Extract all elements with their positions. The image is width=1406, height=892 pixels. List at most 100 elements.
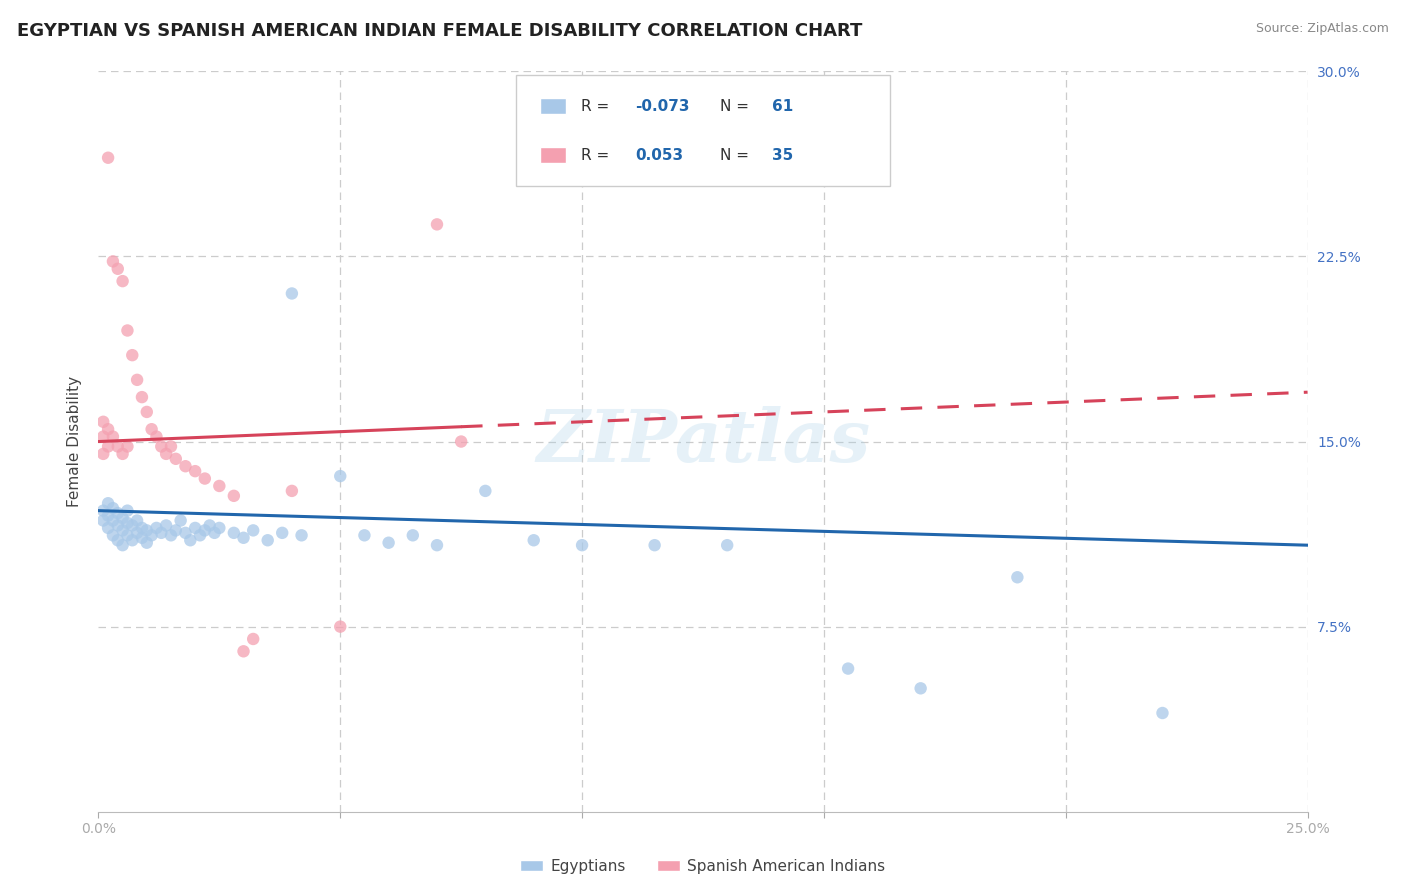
Point bbox=[242, 632, 264, 646]
Point bbox=[91, 503, 114, 517]
Point bbox=[329, 619, 352, 633]
Point bbox=[97, 440, 120, 454]
Point bbox=[91, 415, 114, 429]
Point bbox=[256, 533, 278, 548]
Point bbox=[117, 528, 139, 542]
Point bbox=[194, 524, 217, 538]
Point bbox=[426, 218, 449, 232]
Point bbox=[111, 524, 134, 538]
Point bbox=[141, 528, 163, 542]
Point bbox=[353, 528, 375, 542]
Point bbox=[91, 429, 114, 443]
Point bbox=[117, 324, 139, 338]
Point bbox=[571, 538, 593, 552]
Text: 61: 61 bbox=[772, 99, 793, 113]
Text: Source: ZipAtlas.com: Source: ZipAtlas.com bbox=[1256, 22, 1389, 36]
Point bbox=[174, 525, 197, 540]
Text: N =: N = bbox=[720, 147, 754, 162]
Point bbox=[127, 514, 149, 528]
Point bbox=[117, 516, 139, 530]
Y-axis label: Female Disability: Female Disability bbox=[66, 376, 82, 508]
Point bbox=[91, 514, 114, 528]
Point bbox=[107, 518, 129, 533]
Point bbox=[194, 471, 217, 485]
Point bbox=[281, 286, 304, 301]
Point bbox=[111, 511, 134, 525]
Point bbox=[97, 521, 120, 535]
Point bbox=[1007, 570, 1029, 584]
Point bbox=[271, 525, 294, 540]
FancyBboxPatch shape bbox=[516, 75, 890, 186]
Text: R =: R = bbox=[581, 99, 614, 113]
Text: N =: N = bbox=[720, 99, 754, 113]
Point bbox=[131, 531, 153, 545]
Point bbox=[716, 538, 738, 552]
Text: 35: 35 bbox=[772, 147, 793, 162]
Point bbox=[121, 518, 143, 533]
Point bbox=[101, 528, 124, 542]
Point bbox=[155, 447, 177, 461]
Point bbox=[91, 447, 114, 461]
Point bbox=[1152, 706, 1174, 720]
Point bbox=[208, 521, 231, 535]
FancyBboxPatch shape bbox=[540, 98, 567, 114]
Point bbox=[117, 503, 139, 517]
Point bbox=[174, 459, 197, 474]
Point bbox=[135, 405, 157, 419]
Point bbox=[107, 506, 129, 520]
Point bbox=[135, 524, 157, 538]
Point bbox=[135, 535, 157, 549]
Point bbox=[97, 496, 120, 510]
Point bbox=[145, 429, 167, 443]
Point bbox=[523, 533, 546, 548]
Point bbox=[165, 451, 187, 466]
Point bbox=[184, 464, 207, 478]
Text: ZIPatlas: ZIPatlas bbox=[536, 406, 870, 477]
Point bbox=[107, 533, 129, 548]
Point bbox=[450, 434, 472, 449]
Point bbox=[101, 514, 124, 528]
Point bbox=[145, 521, 167, 535]
Point bbox=[127, 525, 149, 540]
Point bbox=[155, 518, 177, 533]
Point bbox=[97, 422, 120, 436]
Point bbox=[290, 528, 312, 542]
Point bbox=[150, 525, 173, 540]
Point bbox=[107, 261, 129, 276]
Point bbox=[160, 440, 183, 454]
Point bbox=[141, 422, 163, 436]
Point bbox=[184, 521, 207, 535]
Point bbox=[97, 508, 120, 523]
Point bbox=[150, 440, 173, 454]
Point bbox=[101, 429, 124, 443]
Point bbox=[222, 525, 245, 540]
Text: 0.053: 0.053 bbox=[636, 147, 683, 162]
Point bbox=[131, 390, 153, 404]
Point bbox=[188, 528, 211, 542]
Point bbox=[474, 483, 496, 498]
Point bbox=[644, 538, 666, 552]
Point bbox=[402, 528, 425, 542]
Legend: Egyptians, Spanish American Indians: Egyptians, Spanish American Indians bbox=[515, 853, 891, 880]
FancyBboxPatch shape bbox=[540, 147, 567, 163]
Point bbox=[910, 681, 932, 696]
Point bbox=[121, 348, 143, 362]
Point bbox=[232, 531, 254, 545]
Point bbox=[198, 518, 221, 533]
Point bbox=[127, 373, 149, 387]
Point bbox=[160, 528, 183, 542]
Point bbox=[111, 538, 134, 552]
Point bbox=[101, 501, 124, 516]
Point bbox=[117, 440, 139, 454]
Point bbox=[179, 533, 201, 548]
Point bbox=[242, 524, 264, 538]
Point bbox=[426, 538, 449, 552]
Text: EGYPTIAN VS SPANISH AMERICAN INDIAN FEMALE DISABILITY CORRELATION CHART: EGYPTIAN VS SPANISH AMERICAN INDIAN FEMA… bbox=[17, 22, 862, 40]
Point bbox=[377, 535, 399, 549]
Point bbox=[208, 479, 231, 493]
Point bbox=[222, 489, 245, 503]
Point bbox=[107, 440, 129, 454]
Text: R =: R = bbox=[581, 147, 614, 162]
Point bbox=[165, 524, 187, 538]
Text: -0.073: -0.073 bbox=[636, 99, 690, 113]
